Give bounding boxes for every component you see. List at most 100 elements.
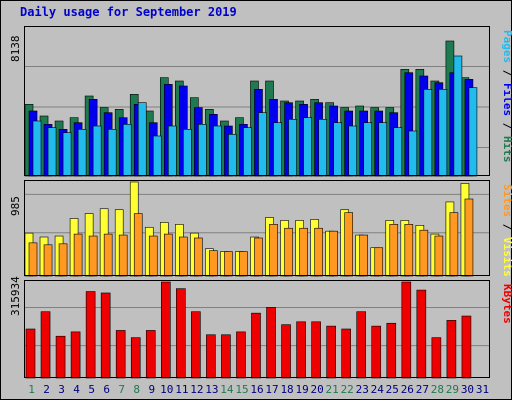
x-tick-label-day-19: 19 [295,383,308,396]
bar-pages-day-16 [258,112,267,177]
x-tick-label-day-10: 10 [160,383,173,396]
x-tick-label-day-9: 9 [148,383,155,396]
bar-sites-day-29 [449,212,459,277]
bar-pages-day-8 [137,102,147,177]
bar-kbytes-day-5 [85,291,96,379]
x-tick-label-day-24: 24 [371,383,385,396]
bar-kbytes-day-25 [386,322,397,379]
x-tick-label-day-14: 14 [220,383,234,396]
legend-entry: Sites [501,184,512,217]
bar-pages-day-28 [438,89,448,177]
bar-kbytes-day-28 [431,337,442,379]
bar-sites-day-9 [148,235,158,277]
bar-sites-day-7 [118,234,128,277]
bar-sites-day-20 [314,227,323,277]
chart-title: Daily usage for September 2019 [20,5,237,19]
bar-sites-day-2 [43,244,53,277]
x-tick-label-day-11: 11 [175,383,188,396]
bar-kbytes-day-4 [70,331,81,379]
bar-pages-day-27 [423,89,433,177]
bar-pages-day-30 [468,87,478,177]
bar-kbytes-day-30 [461,315,472,379]
bar-kbytes-day-16 [251,312,261,379]
bar-sites-day-27 [419,229,429,277]
x-tick-label-day-23: 23 [356,383,369,396]
x-tick-label-day-8: 8 [133,383,140,396]
panel-visits-sites: 985 Sites / Visits [9,180,512,277]
bar-sites-day-13 [209,250,218,277]
bar-sites-day-6 [103,233,113,277]
bar-pages-day-9 [152,135,162,177]
bar-pages-day-4 [77,129,87,177]
bar-sites-day-17 [269,224,278,277]
x-tick-label-day-4: 4 [73,383,80,396]
x-tick-label-day-7: 7 [118,383,125,396]
bar-kbytes-day-3 [55,335,66,379]
legend-entry: / [501,217,512,237]
legend-kbytes: KBytes [501,284,512,324]
bar-pages-day-18 [288,119,297,177]
bar-sites-day-22 [344,212,353,277]
x-tick-label-day-27: 27 [416,383,429,396]
bar-sites-day-8 [133,213,143,277]
bar-kbytes-day-27 [416,289,427,379]
bar-kbytes-day-15 [236,331,246,379]
x-tick-label-day-15: 15 [235,383,248,396]
bar-pages-day-6 [107,129,117,177]
x-tick-label-day-12: 12 [190,383,203,396]
x-tick-label-day-2: 2 [43,383,50,396]
bar-sites-day-26 [404,224,414,277]
bar-kbytes-day-22 [341,328,351,379]
bar-sites-day-4 [73,233,83,277]
legend-entry: / [501,116,512,136]
panel-hits-files-pages: 8138 Pages / Files / Hits [9,26,512,177]
x-tick-label-day-5: 5 [88,383,95,396]
bar-sites-day-5 [88,235,98,277]
bar-sites-day-19 [299,227,308,277]
legend-entry: Files [501,83,512,116]
bar-pages-day-15 [243,127,252,177]
bar-pages-day-22 [348,125,357,177]
bar-sites-day-10 [163,233,173,277]
panel-border [24,26,490,176]
x-tick-label-day-6: 6 [103,383,110,396]
x-tick-label-day-21: 21 [326,383,339,396]
bar-pages-day-1 [32,120,42,177]
bar-kbytes-day-13 [206,334,216,379]
bar-kbytes-day-11 [176,288,186,379]
max-label-kbytes: 315934 [9,276,22,316]
bar-pages-day-24 [378,122,388,177]
bar-pages-day-3 [62,132,72,177]
x-tick-label-day-3: 3 [58,383,65,396]
bar-sites-day-11 [179,236,188,277]
bar-pages-day-14 [228,134,237,177]
legend-entry: KBytes [501,284,512,324]
panel-border [24,180,490,276]
bar-pages-day-10 [167,125,177,177]
bar-pages-day-2 [47,127,57,177]
max-label-hits-files-pages: 8138 [9,36,22,63]
bar-kbytes-day-20 [311,321,321,379]
x-tick-label-day-18: 18 [280,383,293,396]
x-tick-label-day-20: 20 [311,383,324,396]
legend-hits-files-pages: Pages / Files / Hits [501,30,512,163]
bar-kbytes-day-8 [130,337,141,379]
bar-sites-day-15 [239,251,248,277]
x-tick-label-day-30: 30 [461,383,474,396]
bar-kbytes-day-18 [281,324,291,379]
panel-kbytes: 315934 KBytes [9,276,512,379]
bar-kbytes-day-24 [371,325,382,379]
x-tick-label-day-16: 16 [250,383,263,396]
bar-pages-day-23 [363,122,373,177]
bar-kbytes-day-14 [221,334,231,379]
bar-kbytes-day-26 [401,281,412,379]
bar-pages-day-20 [318,119,327,177]
bar-pages-day-11 [183,129,192,177]
bar-sites-day-23 [359,234,369,277]
bar-pages-day-25 [393,127,403,177]
bar-pages-day-7 [122,124,132,177]
bar-kbytes-day-19 [296,321,306,379]
bar-pages-day-13 [213,125,222,177]
